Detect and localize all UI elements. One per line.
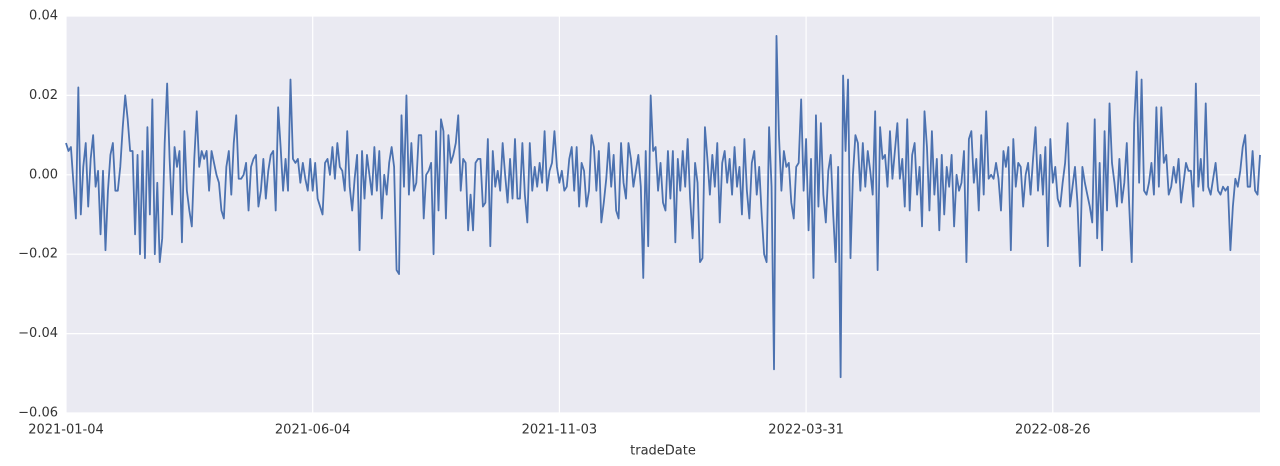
x-tick-label: 2021-01-04 [28,423,104,438]
y-tick-label: −0.02 [18,247,58,262]
x-axis-label: tradeDate [630,444,696,459]
x-tick-label: 2021-06-04 [275,423,351,438]
y-tick-label: −0.04 [18,326,58,341]
x-tick-label: 2022-08-26 [1015,423,1091,438]
y-tick-label: −0.06 [18,406,58,421]
plot-area [66,16,1260,413]
x-tick-label: 2022-03-31 [768,423,844,438]
x-tick-label: 2021-11-03 [522,423,598,438]
data-line [65,34,1261,379]
y-tick-label: 0.02 [29,88,58,103]
y-tick-label: 0.04 [29,9,58,24]
y-tick-label: 0.00 [29,167,58,182]
